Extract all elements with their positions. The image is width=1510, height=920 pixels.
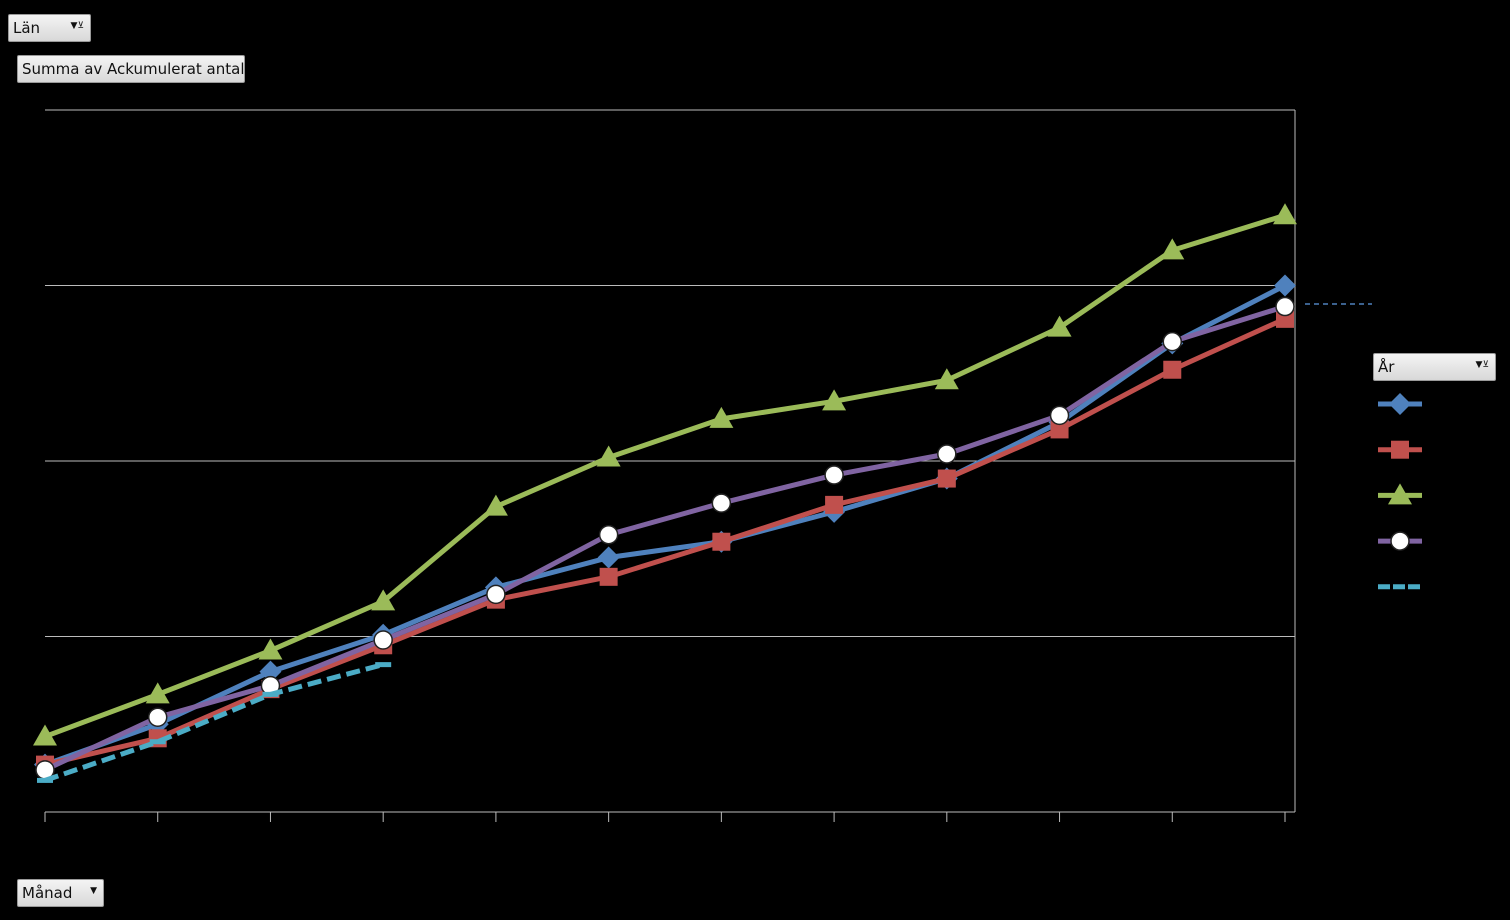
marker xyxy=(822,389,847,411)
marker xyxy=(597,546,620,569)
dropdown-icon: ▼ xyxy=(90,886,97,896)
marker xyxy=(711,493,732,513)
marker xyxy=(1274,274,1296,297)
marker xyxy=(1275,296,1295,317)
dropdown-icon: ▼⊻ xyxy=(70,21,84,31)
axis-field-button[interactable]: Månad ▼ xyxy=(17,879,104,907)
marker xyxy=(486,584,506,605)
axis-field-label: Månad xyxy=(22,884,73,902)
marker xyxy=(1389,393,1411,415)
marker xyxy=(1162,331,1183,352)
dropdown-icon: ▼⊻ xyxy=(1475,360,1489,370)
series-line xyxy=(44,316,1287,768)
marker xyxy=(1050,420,1069,439)
marker xyxy=(1391,440,1409,459)
marker xyxy=(371,589,396,611)
marker xyxy=(259,660,282,683)
marker xyxy=(825,495,844,514)
marker xyxy=(1049,405,1070,426)
marker xyxy=(712,532,731,551)
series-line xyxy=(44,283,1287,767)
marker xyxy=(934,368,959,390)
marker xyxy=(483,494,508,516)
marker xyxy=(1163,360,1182,379)
legend-field-button[interactable]: År ▼⊻ xyxy=(1373,353,1496,381)
value-field-label: Summa av Ackumulerat antal xyxy=(22,60,245,78)
marker xyxy=(599,567,618,586)
marker xyxy=(147,707,168,727)
marker xyxy=(1390,531,1410,551)
series-line xyxy=(43,304,1286,773)
legend-field-label: År xyxy=(1378,358,1395,376)
series-line xyxy=(44,212,1286,739)
marker xyxy=(258,638,283,660)
value-field-button[interactable]: Summa av Ackumulerat antal xyxy=(17,55,245,83)
marker xyxy=(373,630,393,650)
marker xyxy=(596,445,621,467)
filter-button[interactable]: Län ▼⊻ xyxy=(8,14,91,42)
marker xyxy=(709,406,734,428)
marker xyxy=(33,724,57,746)
marker xyxy=(1273,203,1297,225)
marker xyxy=(824,465,844,485)
marker xyxy=(937,444,957,464)
marker xyxy=(1388,483,1412,505)
filter-label: Län xyxy=(13,19,41,37)
marker xyxy=(937,469,956,488)
marker xyxy=(145,682,170,704)
marker xyxy=(598,524,619,545)
marker xyxy=(1047,315,1072,337)
series-line xyxy=(44,662,384,783)
marker xyxy=(1160,238,1185,260)
